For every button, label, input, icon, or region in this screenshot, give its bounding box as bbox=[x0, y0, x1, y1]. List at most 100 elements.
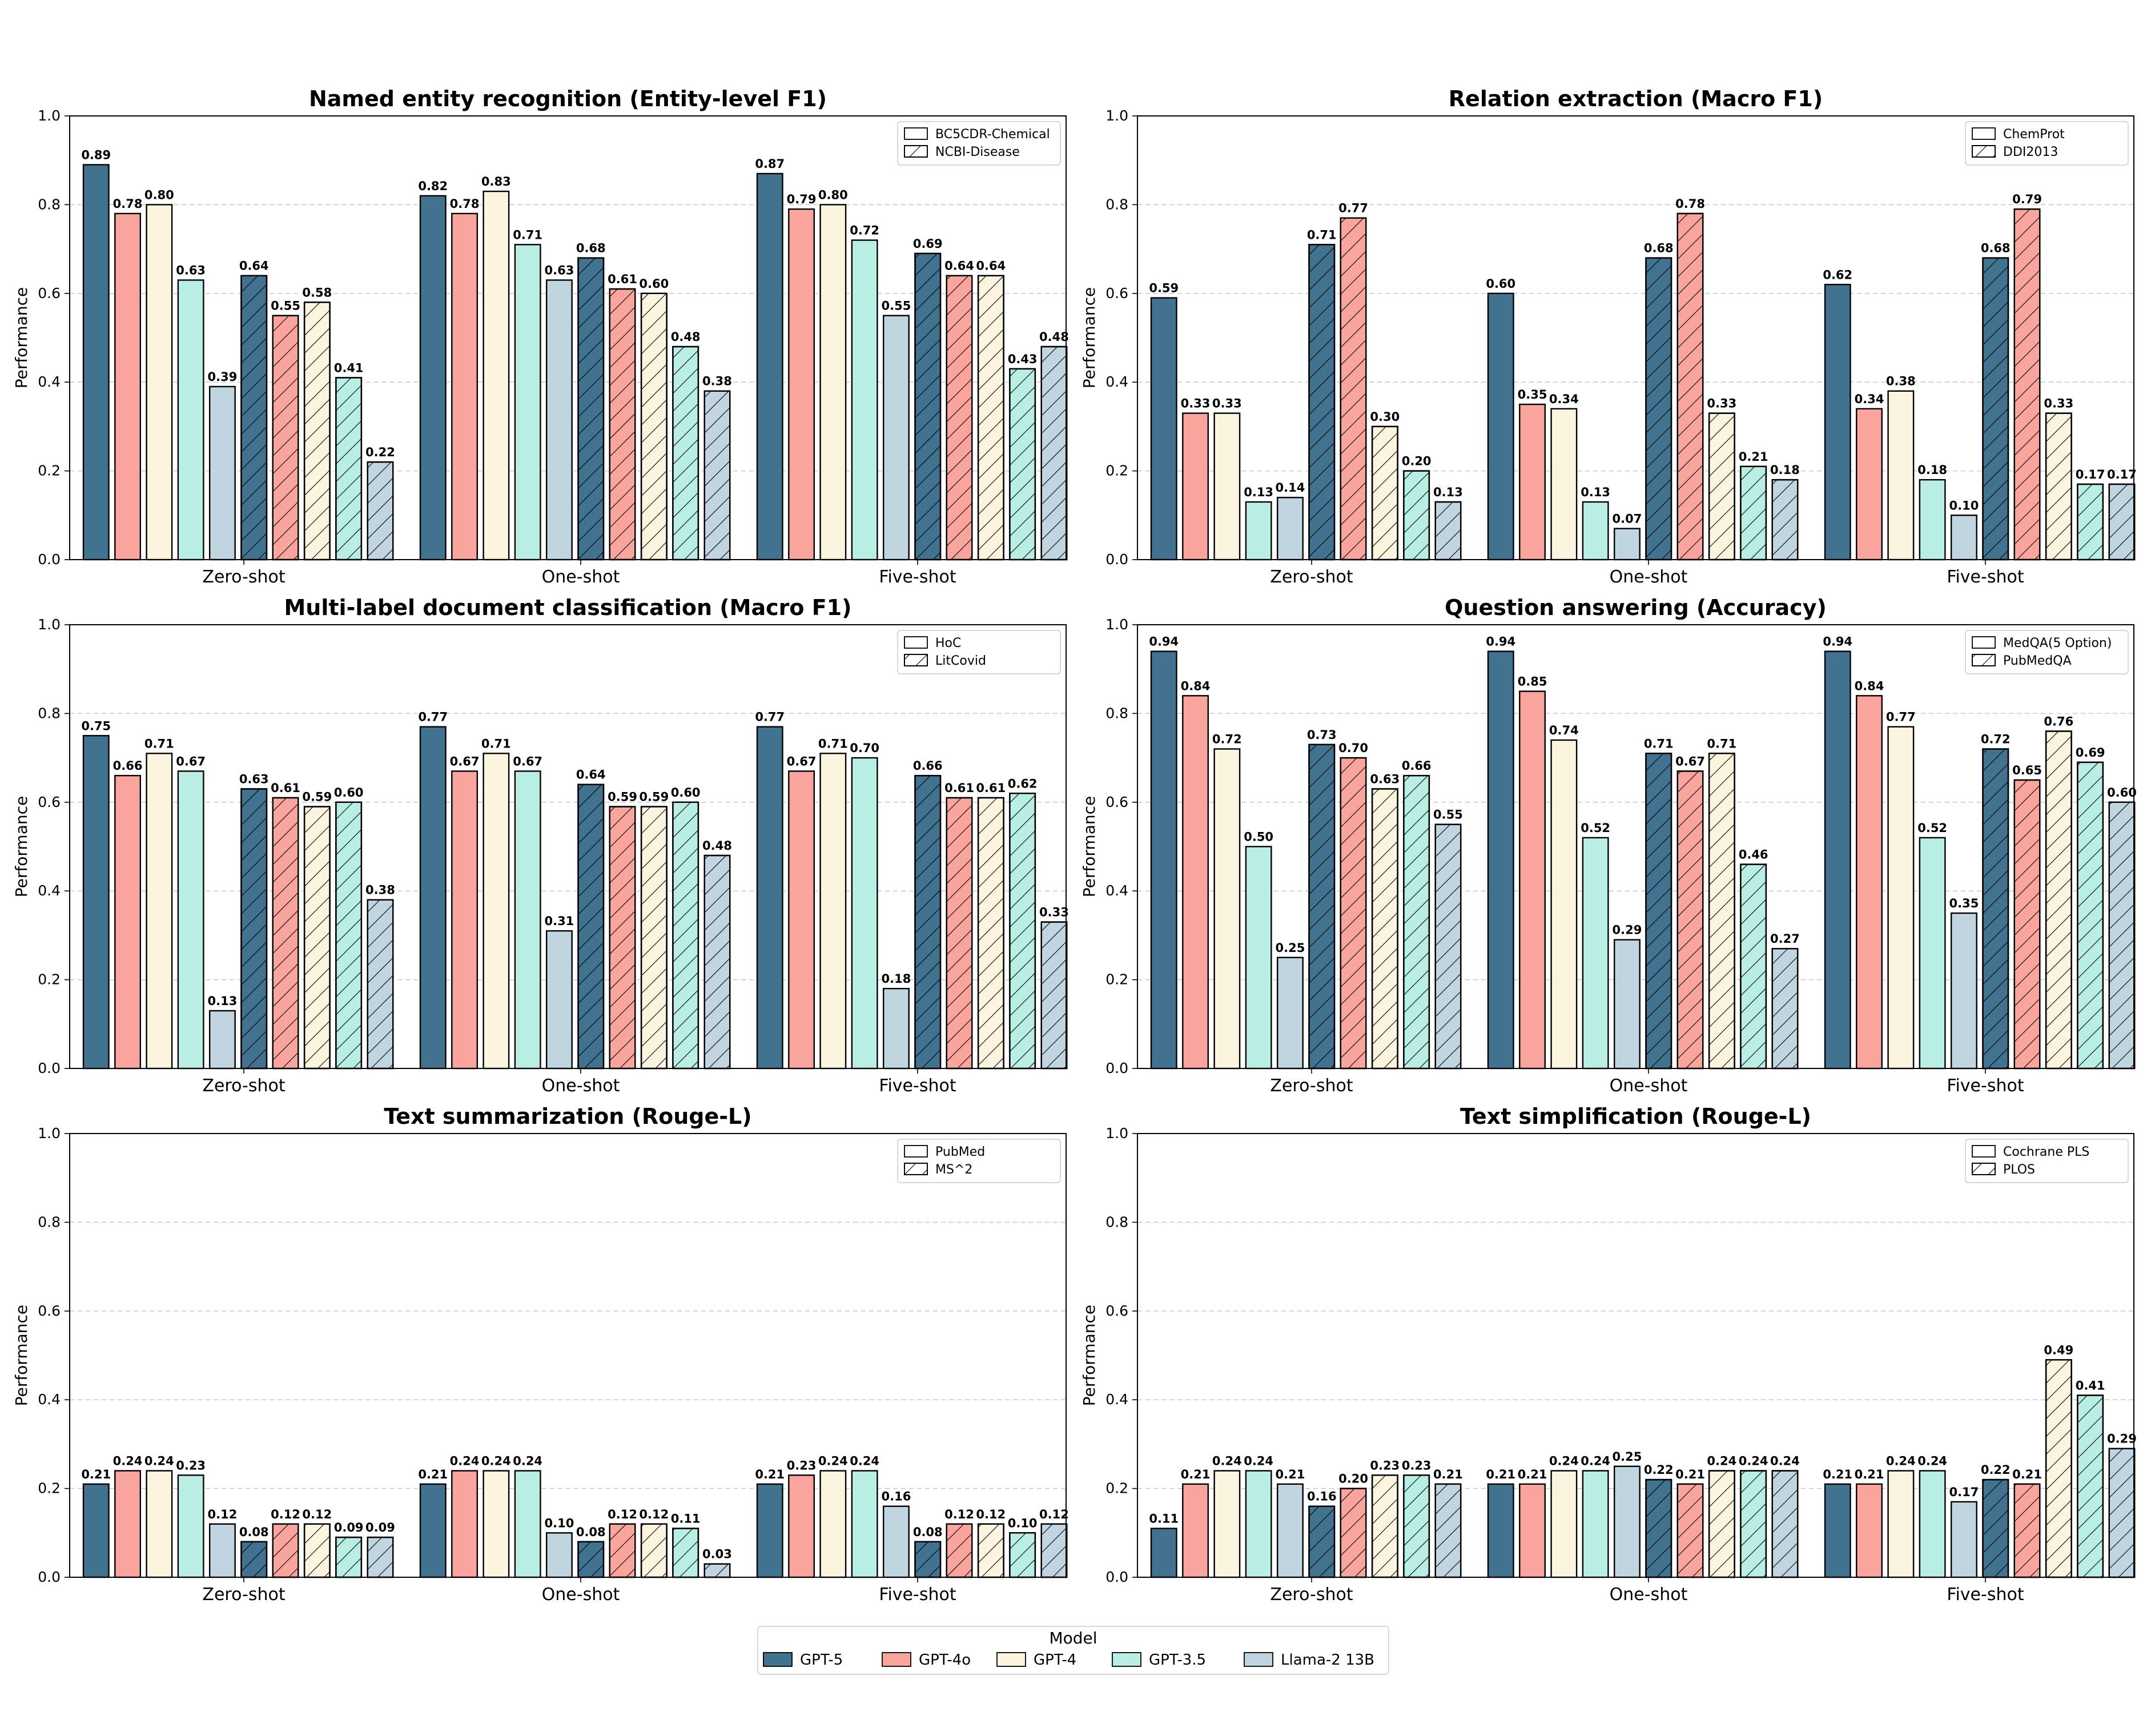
bar-hatch-overlay bbox=[640, 1523, 668, 1578]
bar-value-label: 0.21 bbox=[1276, 1468, 1305, 1481]
chart-title: Text summarization (Rouge-L) bbox=[384, 1104, 751, 1129]
y-tick-label: 0.4 bbox=[1105, 373, 1128, 390]
bar-hatch-overlay bbox=[1040, 921, 1068, 1070]
bar-value-label: 0.23 bbox=[1370, 1458, 1400, 1472]
bar-dataset1 bbox=[114, 1470, 142, 1578]
bar-value-label: 0.11 bbox=[1149, 1512, 1179, 1526]
bar-value-label: 0.24 bbox=[1739, 1454, 1768, 1468]
bar-value-label: 0.60 bbox=[2107, 786, 2137, 799]
bar-value-label: 0.16 bbox=[882, 1490, 911, 1504]
bar-value-label: 0.23 bbox=[176, 1458, 206, 1472]
bar-dataset1 bbox=[1550, 739, 1578, 1070]
bar-value-label: 0.17 bbox=[1949, 1485, 1979, 1499]
bar-dataset1 bbox=[1150, 1528, 1177, 1578]
bar-hatch-overlay bbox=[1371, 788, 1398, 1070]
legend-swatch-plain bbox=[904, 1145, 928, 1158]
bar-dataset1 bbox=[451, 1470, 478, 1578]
bar-hatch-overlay bbox=[1771, 1470, 1799, 1578]
bar-value-label: 0.21 bbox=[1181, 1468, 1211, 1481]
dataset-legend: MedQA(5 Option) PubMedQA bbox=[1965, 630, 2129, 674]
bar-value-label: 0.24 bbox=[1886, 1454, 1916, 1468]
bar-value-label: 0.94 bbox=[1823, 635, 1852, 649]
bar-value-label: 0.43 bbox=[1008, 352, 1038, 366]
bar-value-label: 0.59 bbox=[302, 790, 332, 804]
y-tick-label: 0.6 bbox=[38, 794, 61, 810]
bar-value-label: 0.69 bbox=[913, 237, 943, 251]
bar-hatch-overlay bbox=[1308, 1505, 1336, 1578]
bar-value-label: 0.69 bbox=[2076, 746, 2105, 760]
bar-value-label: 0.18 bbox=[1770, 463, 1800, 477]
bar-value-label: 0.66 bbox=[1402, 759, 1432, 773]
bar-value-label: 0.73 bbox=[1307, 728, 1337, 742]
bar-value-label: 0.72 bbox=[1212, 733, 1242, 746]
bar-value-label: 0.71 bbox=[1307, 228, 1337, 242]
bar-value-label: 0.59 bbox=[639, 790, 669, 804]
bar-hatch-overlay bbox=[1308, 244, 1336, 561]
x-tick-label: Five-shot bbox=[1947, 1585, 2024, 1605]
bar-dataset1 bbox=[483, 190, 510, 561]
bar-value-label: 0.34 bbox=[1549, 392, 1579, 406]
bar-value-label: 0.24 bbox=[144, 1454, 174, 1468]
y-tick-label: 0.2 bbox=[1105, 1480, 1128, 1497]
bar-hatch-overlay bbox=[1340, 217, 1367, 561]
y-tick-label: 0.2 bbox=[1105, 463, 1128, 479]
bar-value-label: 0.21 bbox=[2012, 1468, 2042, 1481]
bar-dataset1 bbox=[1613, 1465, 1641, 1578]
bar-value-label: 0.64 bbox=[576, 768, 606, 782]
legend-swatch-hatch bbox=[1972, 1163, 1996, 1175]
bar-dataset1 bbox=[209, 1010, 236, 1070]
y-tick-label: 1.0 bbox=[38, 616, 61, 633]
chart-title: Named entity recognition (Entity-level F… bbox=[309, 86, 827, 111]
x-tick-label: Five-shot bbox=[879, 1585, 956, 1605]
legend-entry: MS^2 bbox=[935, 1163, 972, 1177]
bar-hatch-overlay bbox=[2077, 1395, 2104, 1578]
legend-swatch bbox=[1244, 1652, 1273, 1667]
y-tick-label: 0.6 bbox=[38, 1303, 61, 1319]
bar-dataset1 bbox=[1824, 284, 1851, 561]
bar-value-label: 0.48 bbox=[671, 330, 701, 344]
chart-title: Text simplification (Rouge-L) bbox=[1460, 1104, 1811, 1129]
bar-value-label: 0.09 bbox=[334, 1521, 364, 1534]
bar-value-label: 0.08 bbox=[913, 1525, 943, 1539]
bar-dataset1 bbox=[1950, 1501, 1977, 1578]
bar-hatch-overlay bbox=[2108, 801, 2136, 1070]
y-tick-label: 0.0 bbox=[1105, 551, 1128, 568]
bar-dataset1 bbox=[1582, 501, 1609, 561]
dataset-legend: BC5CDR-Chemical NCBI-Disease bbox=[897, 121, 1061, 166]
bar-hatch-overlay bbox=[1040, 1523, 1068, 1578]
x-tick-label: Zero-shot bbox=[1270, 1585, 1353, 1605]
bar-hatch-overlay bbox=[272, 315, 299, 561]
legend-entry: GPT-4o bbox=[919, 1651, 971, 1669]
bar-value-label: 0.24 bbox=[1549, 1454, 1579, 1468]
bar-value-label: 0.61 bbox=[608, 272, 637, 286]
bar-hatch-overlay bbox=[609, 288, 636, 561]
bar-value-label: 0.10 bbox=[545, 1516, 574, 1530]
bar-hatch-overlay bbox=[1434, 823, 1462, 1070]
bar-hatch-overlay bbox=[2045, 412, 2072, 561]
x-tick-label: Five-shot bbox=[1947, 1076, 2024, 1096]
legend-swatch bbox=[763, 1652, 793, 1667]
legend-entry: LitCovid bbox=[935, 654, 986, 668]
bar-hatch-overlay bbox=[1040, 345, 1068, 561]
bar-hatch-overlay bbox=[367, 899, 394, 1070]
legend-entry: HoC bbox=[935, 636, 961, 650]
bar-value-label: 0.62 bbox=[1008, 777, 1038, 790]
bar-value-label: 0.67 bbox=[450, 754, 480, 768]
bar-value-label: 0.70 bbox=[850, 741, 879, 755]
bar-hatch-overlay bbox=[2108, 483, 2136, 561]
legend-entry: PubMed bbox=[935, 1145, 985, 1159]
bar-value-label: 0.12 bbox=[944, 1508, 974, 1521]
bar-dataset1 bbox=[788, 1474, 815, 1578]
bar-dataset1 bbox=[451, 212, 478, 561]
y-tick-label: 0.8 bbox=[1105, 196, 1128, 212]
bar-dataset1 bbox=[1245, 501, 1272, 561]
bar-hatch-overlay bbox=[1009, 1532, 1036, 1578]
legend-entry: Llama-2 13B bbox=[1281, 1651, 1374, 1669]
bar-value-label: 0.59 bbox=[1149, 282, 1179, 295]
bar-value-label: 0.62 bbox=[1823, 268, 1852, 282]
bar-dataset1 bbox=[851, 239, 878, 561]
bar-value-label: 0.33 bbox=[1039, 906, 1069, 919]
bar-value-label: 0.08 bbox=[239, 1525, 269, 1539]
